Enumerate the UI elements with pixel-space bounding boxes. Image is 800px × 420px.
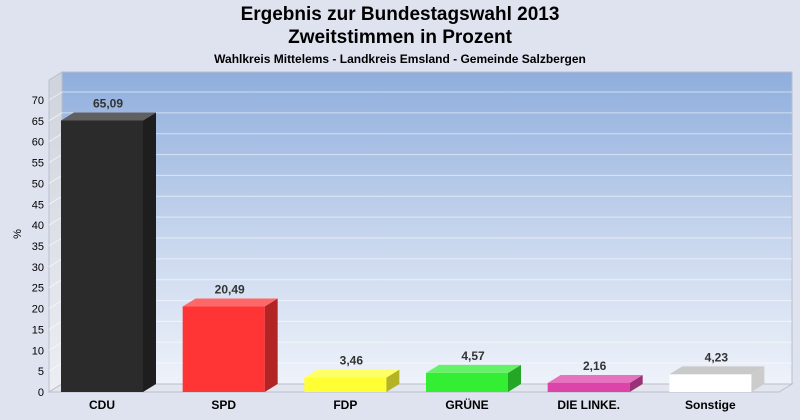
- x-axis-labels: CDU SPD FDP GRÜNE DIE LINKE. Sonstige: [89, 397, 736, 412]
- back-plane: [61, 71, 793, 385]
- gridline-wall: [48, 175, 63, 184]
- gridline-wall: [48, 362, 63, 372]
- value-label: 65,09: [93, 96, 123, 110]
- x-tick-label: CDU: [89, 398, 115, 412]
- gridline-wall: [48, 258, 63, 268]
- y-tick-label: 25: [32, 283, 44, 295]
- bar-side: [508, 364, 521, 392]
- x-tick-label: Sonstige: [685, 398, 736, 412]
- y-tick-label: 65: [32, 116, 44, 128]
- gridline-wall: [48, 341, 63, 351]
- bar-front: [61, 120, 143, 392]
- y-tick-label: 10: [32, 345, 44, 357]
- gridline-wall: [48, 321, 63, 330]
- bar-side: [629, 374, 643, 392]
- bar-front: [547, 382, 630, 392]
- bar-die-linke: 2,16: [547, 359, 643, 392]
- gridline-wall: [48, 237, 63, 247]
- gridline-wall: [48, 300, 63, 309]
- gridline-wall: [48, 133, 63, 143]
- chart-title-line1: Ergebnis zur Bundestagswahl 2013: [240, 4, 560, 25]
- y-tick-label: 30: [32, 262, 44, 274]
- bar-side: [386, 369, 400, 392]
- value-label: 4,23: [705, 350, 729, 364]
- y-tick-label: 55: [32, 158, 44, 170]
- x-tick-label: FDP: [333, 398, 357, 412]
- plot-area: [47, 71, 794, 393]
- bar-front: [426, 372, 508, 392]
- gridline-wall: [48, 112, 63, 122]
- gridline-wall: [48, 279, 63, 289]
- y-axis-ticks: 0 5 10 15 20 25 30 35 40 45 50 55 60 65 70: [32, 95, 44, 399]
- bar-spd: 20,49: [182, 283, 278, 392]
- chart-title-line2: Zweitstimmen in Prozent: [288, 27, 512, 48]
- y-tick-label: 45: [32, 199, 44, 211]
- bar-top: [304, 369, 400, 378]
- value-label: 3,46: [340, 354, 364, 368]
- bar-top: [426, 364, 521, 373]
- x-tick-label: DIE LINKE.: [557, 398, 620, 412]
- bar-top: [182, 298, 278, 307]
- bar-front: [304, 377, 387, 392]
- bar-top: [547, 374, 643, 383]
- bars: 65,09 20,49 3,46 4,57 2,16 4,23: [61, 96, 765, 392]
- x-tick-label: GRÜNE: [445, 397, 488, 412]
- bar-side: [751, 366, 765, 392]
- value-label: 4,57: [461, 349, 485, 363]
- y-tick-label: 0: [38, 387, 44, 399]
- bar-front: [669, 374, 752, 392]
- bar-side: [143, 112, 156, 392]
- y-tick-label: 35: [32, 241, 44, 253]
- value-label: 20,49: [215, 283, 245, 297]
- bar-cdu: 65,09: [61, 96, 156, 392]
- bar-front: [182, 306, 265, 392]
- y-tick-label: 20: [32, 304, 44, 316]
- bar-top: [61, 112, 156, 121]
- bar-grüne: 4,57: [426, 349, 521, 392]
- gridline-wall: [48, 216, 63, 226]
- bar-side: [264, 298, 278, 392]
- y-axis-label: %: [12, 229, 24, 239]
- y-tick-label: 70: [32, 95, 44, 107]
- y-tick-label: 60: [32, 137, 44, 149]
- bar-sonstige: 4,23: [669, 350, 765, 392]
- gridline-wall: [48, 154, 63, 163]
- y-tick-label: 5: [38, 366, 44, 378]
- gridline-wall: [48, 195, 63, 205]
- chart-subtitle: Wahlkreis Mittelems - Landkreis Emsland …: [214, 52, 586, 66]
- y-tick-label: 15: [32, 324, 44, 336]
- y-tick-label: 40: [32, 220, 44, 232]
- value-label: 2,16: [583, 359, 607, 373]
- bar-fdp: 3,46: [304, 354, 400, 392]
- y-tick-label: 50: [32, 178, 44, 190]
- bar-top: [669, 366, 765, 375]
- chart-title: Ergebnis zur Bundestagswahl 2013 Zweitst…: [0, 3, 800, 49]
- x-tick-label: SPD: [211, 398, 236, 412]
- gridline-wall: [48, 91, 63, 101]
